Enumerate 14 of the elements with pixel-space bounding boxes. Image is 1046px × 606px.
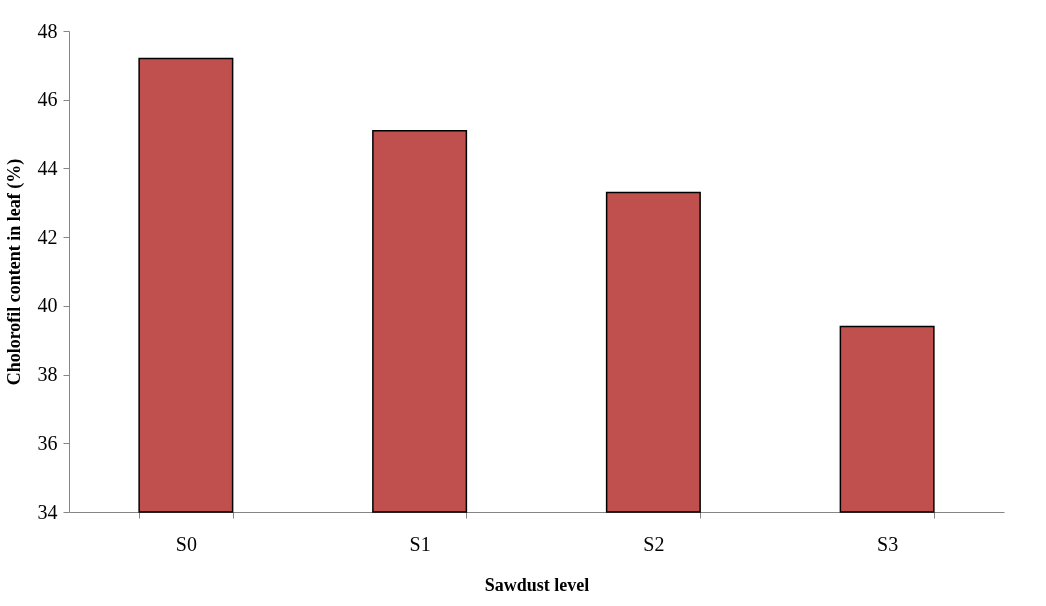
x-axis-title: Sawdust level [484,574,590,595]
x-tick-label: S3 [877,532,899,555]
y-tick-label: 36 [37,431,58,454]
y-tick-label: 44 [37,156,58,179]
x-tick-label: S2 [643,532,665,555]
y-tick-label: 46 [37,88,58,111]
y-tick-label: 38 [37,363,58,386]
x-tick-label: S0 [175,532,197,555]
y-axis-title: Cholorofil content in leaf (%) [3,158,25,386]
y-tick-label: 48 [37,19,58,42]
x-tick-label: S1 [409,532,431,555]
y-tick-label: 42 [37,225,58,248]
y-tick-label: 34 [37,500,58,523]
y-tick-label: 40 [37,294,58,317]
